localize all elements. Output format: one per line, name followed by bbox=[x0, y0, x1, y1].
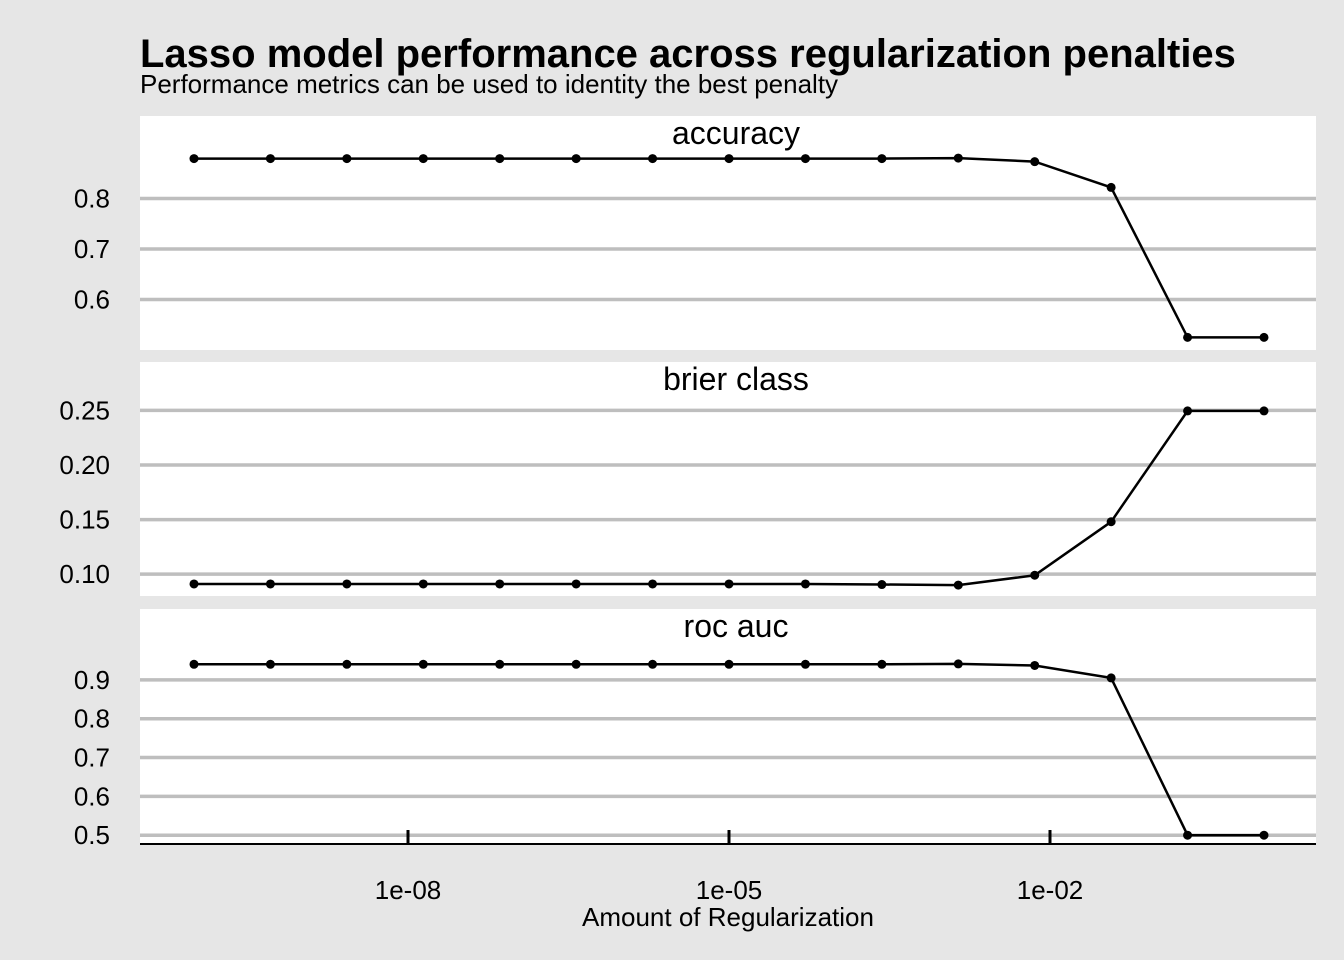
data-point bbox=[189, 579, 199, 589]
data-point bbox=[1106, 182, 1116, 192]
data-point bbox=[342, 579, 352, 589]
chart-subtitle: Performance metrics can be used to ident… bbox=[140, 69, 838, 99]
y-tick-label: 0.10 bbox=[59, 559, 110, 589]
data-point bbox=[571, 154, 581, 164]
data-point bbox=[724, 579, 734, 589]
y-tick-label: 0.8 bbox=[74, 184, 110, 214]
data-point bbox=[1030, 660, 1040, 670]
y-tick-label: 0.25 bbox=[59, 395, 110, 425]
data-point bbox=[1183, 830, 1193, 840]
facet-accuracy: accuracy 0.6 0.7 0.8 bbox=[74, 115, 1316, 350]
data-point bbox=[265, 579, 275, 589]
facet-strip-label: brier class bbox=[663, 361, 809, 397]
x-tick-label: 1e-08 bbox=[375, 875, 442, 905]
data-point bbox=[953, 659, 963, 669]
y-tick-label: 0.6 bbox=[74, 781, 110, 811]
x-tick-label: 1e-02 bbox=[1017, 875, 1084, 905]
y-tick-label: 0.20 bbox=[59, 450, 110, 480]
data-point bbox=[265, 154, 275, 164]
data-point bbox=[1259, 830, 1269, 840]
data-point bbox=[1259, 406, 1269, 416]
data-point bbox=[800, 154, 810, 164]
data-point bbox=[877, 580, 887, 590]
data-point bbox=[1106, 673, 1116, 683]
data-point bbox=[418, 579, 428, 589]
data-point bbox=[495, 659, 505, 669]
data-point bbox=[800, 659, 810, 669]
y-tick-label: 0.7 bbox=[74, 743, 110, 773]
data-point bbox=[1030, 570, 1040, 580]
chart-title: Lasso model performance across regulariz… bbox=[140, 32, 1236, 76]
data-point bbox=[953, 580, 963, 590]
data-point bbox=[800, 579, 810, 589]
data-point bbox=[1183, 406, 1193, 416]
y-tick-label: 0.6 bbox=[74, 285, 110, 315]
data-point bbox=[342, 154, 352, 164]
data-point bbox=[953, 153, 963, 163]
data-point bbox=[571, 659, 581, 669]
facets: accuracy 0.6 0.7 0.8 brier class 0.10 0.15 0.20… bbox=[59, 115, 1316, 850]
data-point bbox=[1183, 332, 1193, 342]
panel-background bbox=[140, 116, 1316, 350]
facet-brier-class: brier class 0.10 0.15 0.20 0.25 bbox=[59, 361, 1316, 596]
data-point bbox=[648, 659, 658, 669]
data-point bbox=[1106, 517, 1116, 527]
y-tick-label: 0.7 bbox=[74, 234, 110, 264]
data-point bbox=[877, 659, 887, 669]
data-point bbox=[265, 659, 275, 669]
data-point bbox=[1259, 332, 1269, 342]
data-point bbox=[418, 659, 428, 669]
data-point bbox=[342, 659, 352, 669]
data-point bbox=[571, 579, 581, 589]
data-point bbox=[495, 579, 505, 589]
panel-background bbox=[140, 609, 1316, 843]
data-point bbox=[418, 154, 428, 164]
y-tick-label: 0.15 bbox=[59, 505, 110, 535]
data-point bbox=[877, 154, 887, 164]
x-axis: 1e-08 1e-05 1e-02 bbox=[140, 830, 1316, 905]
facet-roc-auc: roc auc 0.5 0.6 0.7 0.8 0.9 bbox=[74, 608, 1316, 850]
data-point bbox=[495, 154, 505, 164]
data-point bbox=[648, 154, 658, 164]
x-axis-label: Amount of Regularization bbox=[582, 902, 874, 932]
y-tick-label: 0.9 bbox=[74, 665, 110, 695]
data-point bbox=[648, 579, 658, 589]
panel-background bbox=[140, 362, 1316, 596]
y-tick-label: 0.8 bbox=[74, 704, 110, 734]
x-tick-label: 1e-05 bbox=[696, 875, 763, 905]
y-tick-label: 0.5 bbox=[74, 820, 110, 850]
data-point bbox=[724, 154, 734, 164]
data-point bbox=[189, 154, 199, 164]
data-point bbox=[1030, 157, 1040, 167]
data-point bbox=[724, 659, 734, 669]
facet-strip-label: accuracy bbox=[672, 115, 800, 151]
facet-strip-label: roc auc bbox=[684, 608, 789, 644]
data-point bbox=[189, 659, 199, 669]
